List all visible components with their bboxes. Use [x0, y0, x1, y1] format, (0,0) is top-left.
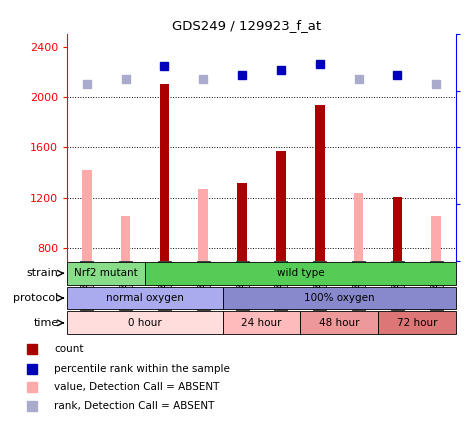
FancyBboxPatch shape — [223, 287, 456, 309]
Text: Nrf2 mutant: Nrf2 mutant — [74, 268, 138, 278]
FancyBboxPatch shape — [67, 262, 145, 285]
Bar — [237, 183, 247, 261]
Text: normal oxygen: normal oxygen — [106, 293, 184, 303]
Text: count: count — [54, 344, 83, 354]
FancyBboxPatch shape — [67, 311, 223, 334]
Bar — [159, 84, 169, 261]
Text: 24 hour: 24 hour — [241, 318, 282, 328]
Text: GDS249 / 129923_f_at: GDS249 / 129923_f_at — [172, 19, 321, 32]
FancyBboxPatch shape — [145, 262, 456, 285]
FancyBboxPatch shape — [378, 311, 456, 334]
Bar — [315, 105, 325, 261]
Text: time: time — [33, 318, 59, 328]
Text: rank, Detection Call = ABSENT: rank, Detection Call = ABSENT — [54, 401, 214, 411]
Text: strain: strain — [27, 268, 59, 278]
Text: 100% oxygen: 100% oxygen — [304, 293, 374, 303]
FancyBboxPatch shape — [300, 311, 378, 334]
FancyBboxPatch shape — [67, 287, 223, 309]
Text: value, Detection Call = ABSENT: value, Detection Call = ABSENT — [54, 383, 219, 392]
Bar — [432, 216, 441, 261]
Text: 0 hour: 0 hour — [128, 318, 162, 328]
Text: percentile rank within the sample: percentile rank within the sample — [54, 364, 230, 374]
FancyBboxPatch shape — [223, 311, 300, 334]
Bar — [82, 170, 92, 261]
Text: wild type: wild type — [277, 268, 324, 278]
Text: 48 hour: 48 hour — [319, 318, 359, 328]
Text: 72 hour: 72 hour — [397, 318, 437, 328]
Bar — [199, 189, 208, 261]
Text: protocol: protocol — [13, 293, 59, 303]
Bar — [354, 193, 364, 261]
Bar — [392, 197, 402, 261]
Bar — [276, 151, 286, 261]
Bar — [121, 216, 131, 261]
